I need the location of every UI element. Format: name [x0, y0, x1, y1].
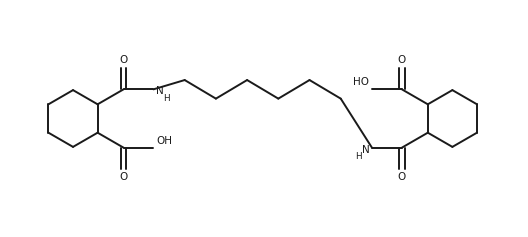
Text: N: N: [156, 87, 164, 96]
Text: O: O: [398, 55, 406, 65]
Text: N: N: [362, 145, 370, 155]
Text: HO: HO: [353, 77, 370, 87]
Text: O: O: [398, 172, 406, 182]
Text: OH: OH: [156, 136, 172, 146]
Text: O: O: [119, 172, 128, 182]
Text: O: O: [119, 55, 128, 65]
Text: H: H: [355, 152, 362, 161]
Text: H: H: [163, 94, 170, 103]
